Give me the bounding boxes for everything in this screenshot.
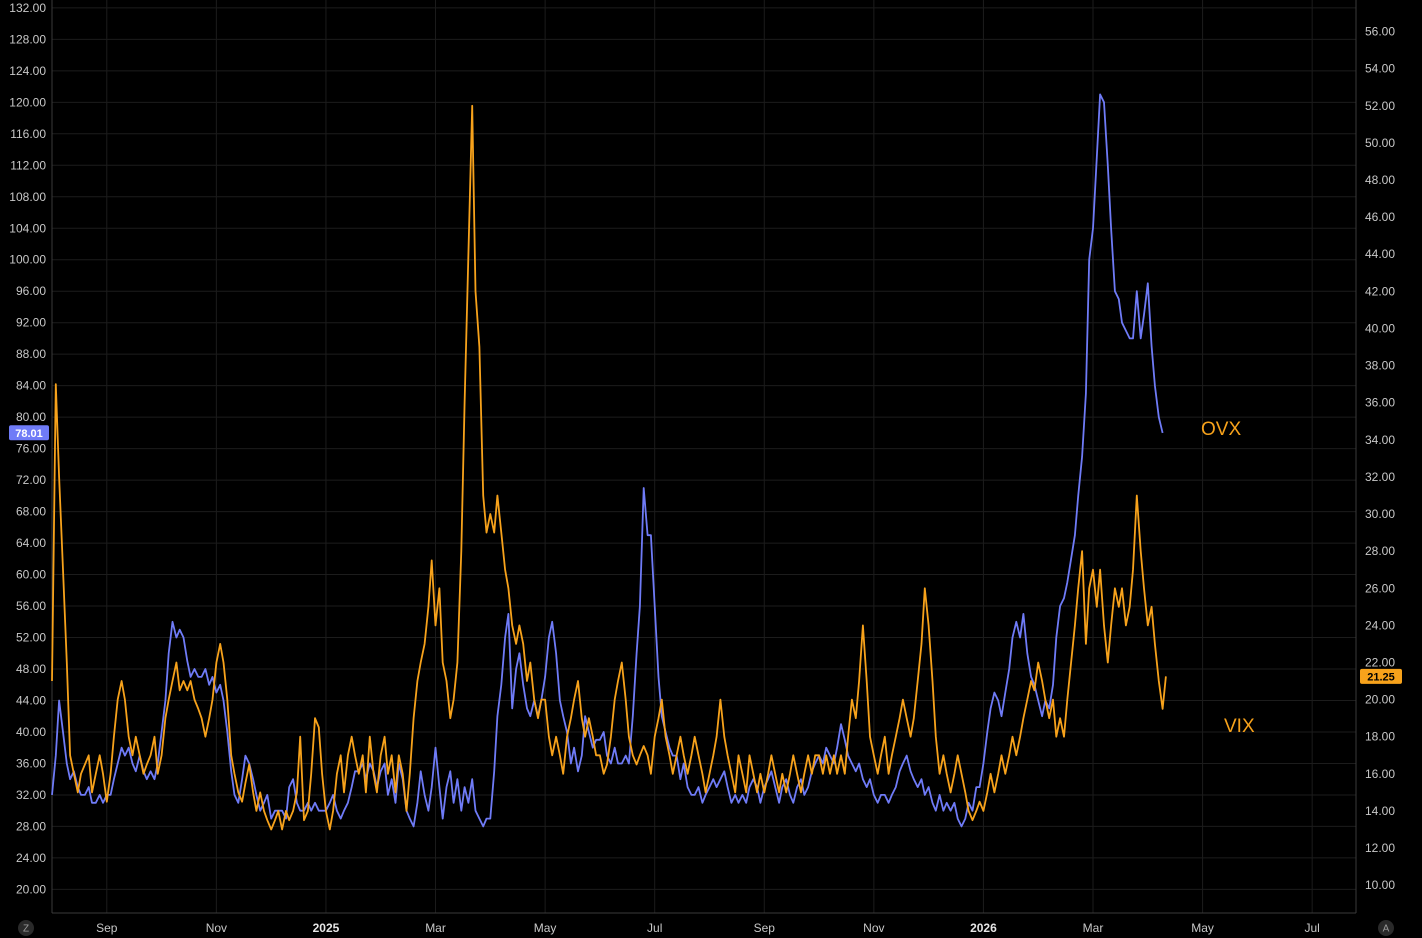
right-axis-tick: 14.00 [1365,804,1395,818]
corner-left-text: Z [23,924,29,935]
left-axis-tick: 116.00 [10,127,46,141]
left-axis-tick: 132.00 [9,1,46,15]
right-axis-tick: 36.00 [1365,396,1395,410]
corner-right-text: A [1383,924,1390,935]
value-badges: 78.01 21.25 [9,425,1402,684]
left-axis-tick: 44.00 [16,693,46,707]
x-axis-tick: 2026 [970,921,997,935]
right-axis-tick: 24.00 [1365,618,1395,632]
left-axis-tick: 120.00 [9,95,46,109]
right-axis-tick: 42.00 [1365,284,1395,298]
x-axis-tick: May [1191,921,1214,935]
corner-left-button[interactable]: Z [18,920,34,936]
right-axis-tick: 26.00 [1365,581,1395,595]
left-axis-tick: 88.00 [16,347,46,361]
x-axis-tick: Mar [425,921,446,935]
x-axis-tick: Mar [1083,921,1104,935]
left-axis-tick: 128.00 [9,32,46,46]
right-axis-tick: 38.00 [1365,359,1395,373]
last-value-text-vix: 21.25 [1367,671,1395,683]
x-axis-tick: Nov [863,921,884,935]
left-axis-tick: 108.00 [9,190,46,204]
last-value-text-ovx: 78.01 [15,428,43,440]
right-axis-tick: 28.00 [1365,544,1395,558]
right-axis-tick: 16.00 [1365,767,1395,781]
last-value-badge-ovx [9,425,49,441]
right-axis-tick: 44.00 [1365,247,1395,261]
right-axis-tick: 10.00 [1365,878,1395,892]
left-axis-tick: 104.00 [9,221,46,235]
right-axis: 10.00 12.00 14.00 16.00 18.00 20.00 22.00 24.00… [1355,0,1395,913]
right-axis-tick: 40.00 [1365,321,1395,335]
right-axis-tick: 54.00 [1365,62,1395,76]
left-axis-tick: 100.00 [9,253,46,267]
vix-inline-label: VIX [1224,716,1255,737]
last-value-badge-vix [1360,668,1402,684]
right-axis-tick: 34.00 [1365,433,1395,447]
right-axis-tick: 22.00 [1365,655,1395,669]
x-axis: Sep Nov 2025 Mar May Jul Sep Nov 2026 Mar May Jul [52,912,1356,935]
right-axis-tick: 56.00 [1365,25,1395,39]
left-axis-tick: 76.00 [16,442,46,456]
x-axis-tick: Sep [754,921,776,935]
right-axis-tick: 46.00 [1365,210,1395,224]
left-axis-tick: 20.00 [16,882,46,896]
ovx-inline-label: OVX [1201,419,1241,440]
left-axis-tick: 40.00 [16,725,46,739]
x-axis-tick: Nov [206,921,227,935]
left-axis-tick: 92.00 [16,316,46,330]
right-axis-tick: 52.00 [1365,99,1395,113]
left-axis-tick: 64.00 [16,536,46,550]
right-axis-tick: 32.00 [1365,470,1395,484]
left-axis: 20.00 24.00 28.00 32.00 36.00 40.00 44.00 48.00… [9,0,53,913]
left-axis-tick: 80.00 [16,410,46,424]
x-axis-tick: 2025 [313,921,340,935]
left-axis-tick: 48.00 [16,662,46,676]
left-axis-tick: 96.00 [16,284,46,298]
series-line-ovx [51,93,1164,828]
left-axis-tick: 112.00 [10,158,46,172]
left-axis-tick: 124.00 [9,64,46,78]
right-axis-tick: 20.00 [1365,693,1395,707]
right-axis-tick: 18.00 [1365,730,1395,744]
left-axis-tick: 68.00 [16,505,46,519]
right-axis-tick: 48.00 [1365,173,1395,187]
left-axis-tick: 32.00 [16,788,46,802]
left-axis-tick: 24.00 [16,851,46,865]
right-axis-tick: 50.00 [1365,136,1395,150]
left-axis-tick: 84.00 [16,379,46,393]
x-axis-tick: Sep [96,921,118,935]
x-axis-tick: May [534,921,557,935]
left-axis-tick: 52.00 [16,631,46,645]
right-axis-tick: 12.00 [1365,841,1395,855]
right-axis-tick: 30.00 [1365,507,1395,521]
left-axis-tick: 60.00 [16,568,46,582]
corner-right-button[interactable]: A [1378,920,1394,936]
series-line-vix [51,104,1167,831]
left-axis-tick: 36.00 [16,756,46,770]
left-axis-tick: 72.00 [16,473,46,487]
left-axis-tick: 28.00 [16,819,46,833]
series-group [51,93,1167,831]
x-axis-tick: Jul [1304,921,1319,935]
left-axis-tick: 56.00 [16,599,46,613]
x-axis-tick: Jul [647,921,662,935]
